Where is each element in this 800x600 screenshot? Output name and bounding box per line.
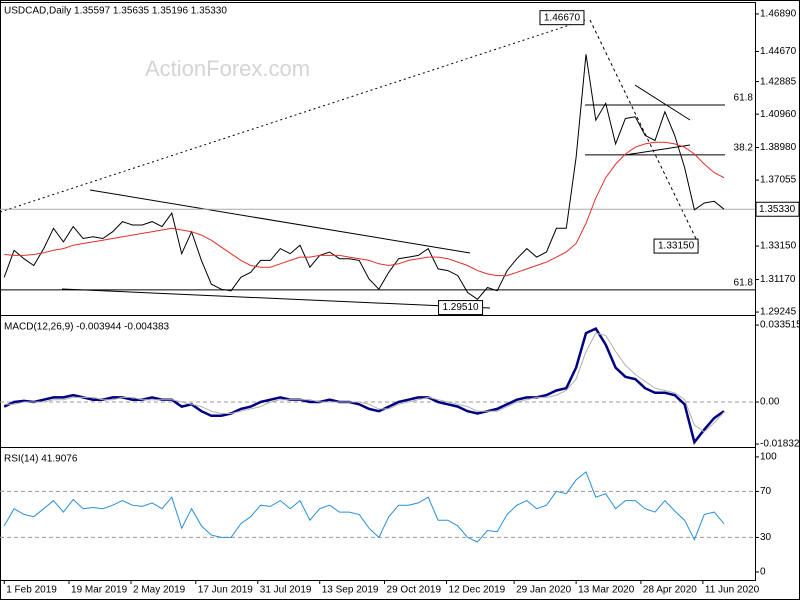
y-tick-label: 0.00 — [760, 397, 780, 408]
trend-line — [634, 84, 691, 121]
x-tick-label: 29 Oct 2019 — [387, 585, 442, 596]
y-tick-label: 1.37055 — [760, 175, 797, 186]
watermark: ActionForex.com — [145, 56, 310, 81]
y-tick-label: -0.018324 — [760, 439, 800, 450]
x-tick-label: 13 Mar 2020 — [578, 585, 635, 596]
chart-title: USDCAD,Daily 1.35597 1.35635 1.35196 1.3… — [4, 6, 227, 17]
y-tick-label: 1.31170 — [760, 274, 796, 285]
annotation-label: 1.33150 — [658, 241, 695, 252]
last-price-label: 1.35330 — [759, 204, 796, 215]
y-tick-label: 1.40960 — [760, 109, 797, 120]
x-tick-label: 28 Apr 2020 — [643, 585, 697, 596]
trend-line — [89, 189, 471, 254]
panel-label: RSI(14) 41.9076 — [4, 454, 78, 465]
y-tick-label: 0 — [760, 567, 766, 578]
x-tick-label: 11 Jun 2020 — [705, 585, 760, 596]
series-line — [3, 471, 725, 543]
fib-label: 61.8 — [734, 93, 754, 104]
fib-label: 61.8 — [734, 277, 754, 288]
series-line — [4, 141, 725, 277]
y-tick-label: 1.29245 — [760, 307, 797, 318]
last-price-box — [755, 201, 800, 217]
y-tick-label: 70 — [760, 486, 772, 497]
trend-line — [61, 288, 491, 309]
y-tick-label: 1.44670 — [760, 46, 797, 57]
y-tick-label: 1.42885 — [760, 76, 797, 87]
x-tick-label: 12 Dec 2019 — [449, 585, 506, 596]
fib-label: 38.2 — [734, 142, 754, 153]
y-tick-label: 1.38980 — [760, 142, 797, 153]
x-tick-label: 17 Jun 2019 — [198, 585, 253, 596]
panel-frame — [0, 447, 756, 581]
y-tick-label: 30 — [760, 532, 772, 543]
annotation-box — [438, 300, 484, 316]
trend-line — [624, 144, 691, 156]
y-tick-label: 100 — [760, 452, 777, 463]
series-line — [3, 54, 725, 300]
x-tick-label: 13 Sep 2019 — [322, 585, 379, 596]
annotation-box — [539, 10, 585, 26]
x-tick-label: 31 Jul 2019 — [260, 585, 312, 596]
annotation-box — [653, 238, 699, 254]
y-tick-label: 0.033515 — [760, 320, 800, 331]
x-tick-label: 2 May 2019 — [133, 585, 186, 596]
x-tick-label: 29 Jan 2020 — [516, 585, 571, 596]
annotation-label: 1.46670 — [544, 12, 581, 23]
annotation-label: 1.29510 — [442, 302, 479, 313]
x-tick-label: 19 Mar 2019 — [71, 585, 128, 596]
series-line — [4, 332, 725, 433]
y-tick-label: 1.46890 — [760, 9, 797, 20]
x-tick-label: 1 Feb 2019 — [6, 585, 57, 596]
y-tick-label: 1.33150 — [760, 241, 797, 252]
panel-label: MACD(12,26,9) -0.003944 -0.004383 — [4, 322, 170, 333]
